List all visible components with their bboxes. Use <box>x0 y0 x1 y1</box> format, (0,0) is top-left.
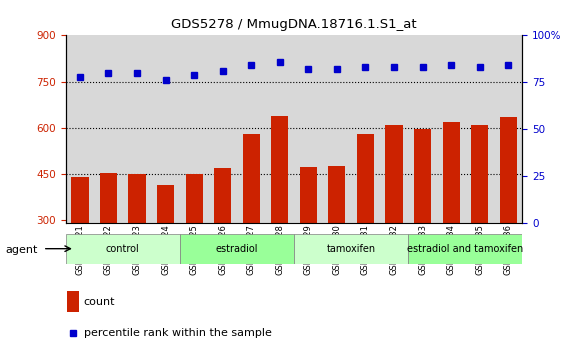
Bar <box>157 184 174 312</box>
Text: agent: agent <box>6 245 38 255</box>
Bar <box>100 173 117 312</box>
Text: count: count <box>84 297 115 307</box>
Bar <box>71 177 89 312</box>
Bar <box>414 129 431 312</box>
Text: estradiol and tamoxifen: estradiol and tamoxifen <box>407 244 524 254</box>
Text: control: control <box>106 244 140 254</box>
Bar <box>128 173 146 312</box>
Bar <box>294 234 408 264</box>
Title: GDS5278 / MmugDNA.18716.1.S1_at: GDS5278 / MmugDNA.18716.1.S1_at <box>171 18 417 32</box>
Bar <box>67 291 79 312</box>
Bar <box>357 134 374 312</box>
Bar <box>186 173 203 312</box>
Bar <box>66 234 180 264</box>
Bar <box>243 135 260 312</box>
Text: percentile rank within the sample: percentile rank within the sample <box>84 328 272 338</box>
Bar <box>408 234 522 264</box>
Bar <box>180 234 294 264</box>
Bar <box>328 166 345 312</box>
Text: estradiol: estradiol <box>216 244 258 254</box>
Bar <box>385 125 403 312</box>
Bar <box>443 122 460 312</box>
Bar <box>500 117 517 312</box>
Bar <box>214 168 231 312</box>
Text: tamoxifen: tamoxifen <box>327 244 376 254</box>
Bar <box>471 125 488 312</box>
Bar <box>300 167 317 312</box>
Bar <box>271 116 288 312</box>
